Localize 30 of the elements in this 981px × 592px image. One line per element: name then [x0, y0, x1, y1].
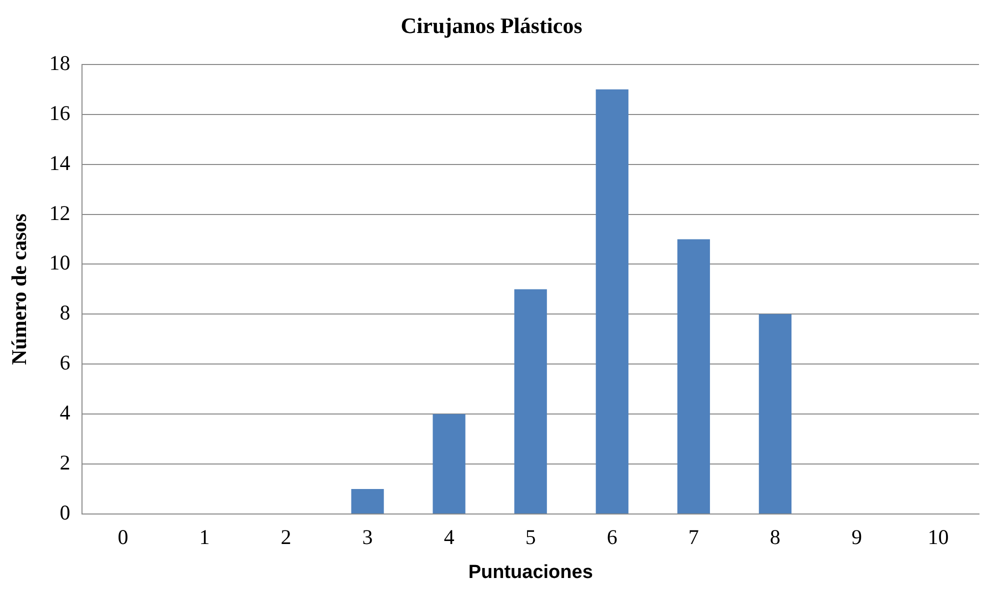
y-tick-label: 2	[60, 450, 70, 475]
y-tick-label: 14	[49, 150, 71, 175]
y-tick-label: 4	[60, 400, 71, 425]
y-tick-label: 6	[60, 350, 70, 375]
x-tick-label: 6	[606, 525, 618, 550]
x-axis-title: Puntuaciones	[468, 562, 593, 583]
x-tick-label: 7	[688, 525, 699, 550]
chart-title: Cirujanos Plásticos	[400, 12, 583, 38]
x-tick-label: 0	[118, 525, 128, 550]
bar	[758, 314, 792, 514]
bar	[432, 414, 466, 514]
y-tick-label: 8	[60, 300, 70, 325]
bar	[351, 489, 384, 514]
x-tick-label: 10	[928, 525, 949, 550]
bar	[677, 239, 710, 514]
bar	[514, 289, 547, 514]
y-tick-label: 10	[49, 250, 70, 275]
y-tick-label: 16	[49, 100, 70, 125]
x-tick-label: 8	[770, 525, 780, 550]
bar	[596, 89, 628, 514]
x-tick-label: 5	[525, 525, 536, 550]
x-tick-label: 3	[362, 525, 373, 550]
x-tick-label: 2	[280, 525, 292, 550]
y-tick-label: 0	[60, 500, 70, 525]
y-tick-label: 18	[49, 50, 70, 75]
y-axis-title: Número de casos	[7, 214, 32, 365]
x-tick-label: 1	[199, 525, 210, 550]
x-tick-label: 4	[444, 525, 455, 550]
y-tick-label: 12	[49, 200, 70, 225]
x-tick-label: 9	[851, 525, 862, 550]
